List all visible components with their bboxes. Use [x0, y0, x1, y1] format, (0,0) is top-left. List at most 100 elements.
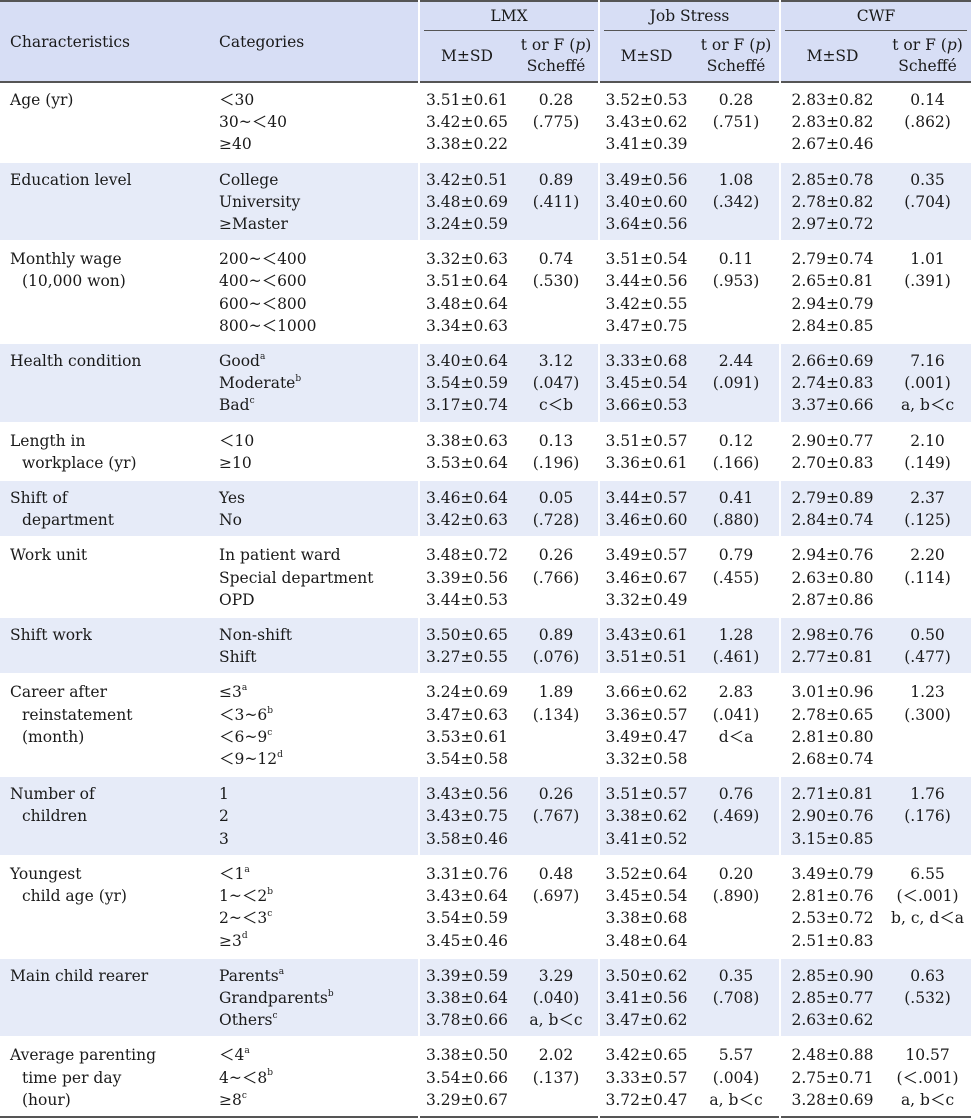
msd-cell: 2.79±0.89 2.84±0.74 [779, 480, 885, 538]
header-msd: M±SD [418, 31, 514, 82]
header-msd: M±SD [598, 31, 694, 82]
test-stat-cell: 0.35 (.708) [693, 957, 781, 1038]
characteristic-cell: Education level [0, 161, 209, 242]
msd-cell: 3.51±0.54 3.44±0.56 3.42±0.55 3.47±0.75 [598, 241, 694, 344]
test-stat-cell: 3.29 (.040) a, b＜c [514, 957, 600, 1038]
msd-cell: 2.83±0.82 2.83±0.82 2.67±0.46 [779, 82, 885, 162]
category-cell: Gooda Moderateb Badc [209, 343, 419, 423]
test-stat-cell: 0.35 (.704) [884, 161, 971, 242]
test-stat-cell: 0.89 (.076) [514, 617, 600, 675]
category-cell: ＜1a 1~＜2b 2~＜3c ≥3d [219, 864, 273, 950]
category-cell: In patient ward Special department OPD [219, 546, 374, 609]
test-stat-cell: 0.74 (.530) [532, 250, 580, 291]
msd-cell: 2.71±0.81 2.90±0.76 3.15±0.85 [779, 776, 885, 856]
characteristic-cell: Career after reinstatement (month) [10, 683, 133, 746]
table-row: Average parenting time per day (hour) ＜4a 4~… [0, 1037, 971, 1117]
test-stat-cell: 5.57 (.004) a, b＜c [709, 1046, 763, 1109]
test-stat-cell: 6.55 (＜.001) b, c, d＜a [891, 864, 965, 928]
test-stat-cell: 2.83 (.041) d＜a [712, 683, 760, 746]
test-stat-cell: 1.76 (.176) [884, 776, 971, 856]
test-stat-cell: 2.02 (.137) [532, 1046, 580, 1087]
header-characteristics: Characteristics [0, 1, 209, 82]
msd-cell: 3.39±0.59 3.38±0.64 3.78±0.66 [418, 957, 514, 1038]
category-cell: ≤3a ＜3~6b ＜6~9c ＜9~12d [219, 683, 283, 769]
msd-cell: 2.85±0.78 2.78±0.82 2.97±0.72 [779, 161, 885, 242]
msd-cell: 3.38±0.50 3.54±0.66 3.29±0.67 [418, 1037, 514, 1117]
test-stat-cell: 2.20 (.114) [904, 546, 951, 587]
msd-cell: 3.31±0.76 3.43±0.64 3.54±0.59 3.45±0.46 [418, 855, 514, 958]
msd-cell: 3.32±0.63 3.51±0.64 3.48±0.64 3.34±0.63 [418, 241, 514, 344]
msd-cell: 2.94±0.76 2.63±0.80 2.87±0.86 [779, 537, 885, 618]
msd-cell: 3.38±0.63 3.53±0.64 [418, 422, 514, 481]
characteristic-cell: Health condition [0, 343, 209, 423]
test-stat-cell: 0.12 (.166) [712, 431, 760, 472]
header-msd: M±SD [779, 31, 885, 82]
characteristic-cell: Main child rearer [0, 957, 209, 1038]
table-row: Shift work Non-shift Shift 3.50±0.65 3.27±0.… [0, 617, 971, 675]
test-stat-cell: 0.20 (.890) [712, 864, 760, 906]
characteristic-cell: Age (yr) [10, 91, 74, 109]
test-stat-cell: 0.26 (.766) [532, 546, 580, 587]
msd-cell: 3.42±0.65 3.33±0.57 3.72±0.47 [598, 1037, 694, 1117]
test-stat-cell: 0.76 (.469) [693, 776, 781, 856]
test-stat-cell: 0.28 (.775) [532, 91, 580, 132]
test-stat-cell: 1.08 (.342) [693, 161, 781, 242]
test-stat-cell: 1.23 (.300) [904, 683, 951, 724]
category-cell: ＜10 ≥10 [219, 431, 255, 472]
category-cell: ＜4a 4~＜8b ≥8c [219, 1046, 273, 1109]
msd-cell: 3.24±0.69 3.47±0.63 3.53±0.61 3.54±0.58 [418, 674, 514, 777]
test-stat-cell: 1.89 (.134) [532, 683, 580, 724]
msd-cell: 3.49±0.57 3.46±0.67 3.32±0.49 [598, 537, 694, 618]
msd-cell: 2.90±0.77 2.70±0.83 [779, 422, 885, 481]
table-row: Number of children 1 2 3 3.43±0.56 3.43±0.75 3.… [0, 776, 971, 856]
test-stat-cell: 2.44 (.091) [693, 343, 781, 423]
test-stat-cell: 0.28 (.751) [712, 91, 760, 132]
characteristic-cell: Monthly wage (10,000 won) [10, 250, 126, 291]
characteristic-cell: Shift of department [0, 480, 209, 538]
msd-cell: 3.42±0.51 3.48±0.69 3.24±0.59 [418, 161, 514, 242]
characteristic-cell: Length in workplace (yr) [10, 431, 137, 472]
test-stat-cell: 0.63 (.532) [884, 957, 971, 1038]
header-group-job-stress: Job Stress [598, 1, 781, 31]
header-group-lmx: LMX [417, 1, 600, 31]
header-test-stat: t or F (p) Scheffé [884, 31, 971, 82]
msd-cell: 3.50±0.62 3.41±0.56 3.47±0.62 [598, 957, 694, 1038]
test-stat-cell: 0.79 (.455) [712, 546, 760, 587]
characteristic-cell: Average parenting time per day (hour) [10, 1046, 156, 1109]
msd-cell: 3.33±0.68 3.45±0.54 3.66±0.53 [598, 343, 694, 423]
test-stat-cell: 0.11 (.953) [712, 250, 760, 291]
msd-cell: 2.79±0.74 2.65±0.81 2.94±0.79 2.84±0.85 [779, 241, 885, 344]
table-row: Work unit In patient ward Special departme… [0, 537, 971, 618]
table-row: Monthly wage (10,000 won) 200~＜400 400~＜600… [0, 241, 971, 344]
msd-cell: 3.52±0.53 3.43±0.62 3.41±0.39 [598, 82, 694, 162]
msd-cell: 2.85±0.90 2.85±0.77 2.63±0.62 [779, 957, 885, 1038]
test-stat-cell: 3.12 (.047) c＜b [514, 343, 600, 423]
msd-cell: 3.51±0.57 3.38±0.62 3.41±0.52 [598, 776, 694, 856]
test-stat-cell: 0.26 (.767) [514, 776, 600, 856]
category-cell: Parentsa Grandparentsb Othersc [209, 957, 419, 1038]
test-stat-cell: 0.14 (.862) [904, 91, 951, 132]
table-row: Health condition Gooda Moderateb Badc 3.40±0… [0, 343, 971, 423]
subheader-row: M±SD t or F (p) Scheffé M±SD t or F (p) Schef… [0, 31, 971, 82]
msd-cell: 2.66±0.69 2.74±0.83 3.37±0.66 [779, 343, 885, 423]
msd-cell: 3.52±0.64 3.45±0.54 3.38±0.68 3.48±0.64 [598, 855, 694, 958]
test-stat-cell: 0.50 (.477) [884, 617, 971, 675]
msd-cell: 3.49±0.79 2.81±0.76 2.53±0.72 2.51±0.83 [779, 855, 885, 958]
msd-cell: 3.51±0.57 3.36±0.61 [598, 422, 694, 481]
test-stat-cell: 2.37 (.125) [884, 480, 971, 538]
test-stat-cell: 1.28 (.461) [693, 617, 781, 675]
category-cell: College University ≥Master [209, 161, 419, 242]
msd-cell: 3.40±0.64 3.54±0.59 3.17±0.74 [418, 343, 514, 423]
characteristic-cell: Number of children [0, 776, 209, 856]
table-row: Shift of department Yes No 3.46±0.64 3.42±0.6… [0, 480, 971, 538]
test-stat-cell: 0.41 (.880) [693, 480, 781, 538]
test-stat-cell: 10.57 (＜.001) a, b＜c [896, 1046, 959, 1109]
msd-cell: 3.44±0.57 3.46±0.60 [598, 480, 694, 538]
characteristic-cell: Shift work [0, 617, 209, 675]
table-row: Education level College University ≥Master 3… [0, 161, 971, 242]
msd-cell: 3.01±0.96 2.78±0.65 2.81±0.80 2.68±0.74 [779, 674, 885, 777]
test-stat-cell: 0.05 (.728) [514, 480, 600, 538]
msd-cell: 3.48±0.72 3.39±0.56 3.44±0.53 [418, 537, 514, 618]
table-header: Characteristics Categories LMX Job Stres… [0, 1, 971, 82]
